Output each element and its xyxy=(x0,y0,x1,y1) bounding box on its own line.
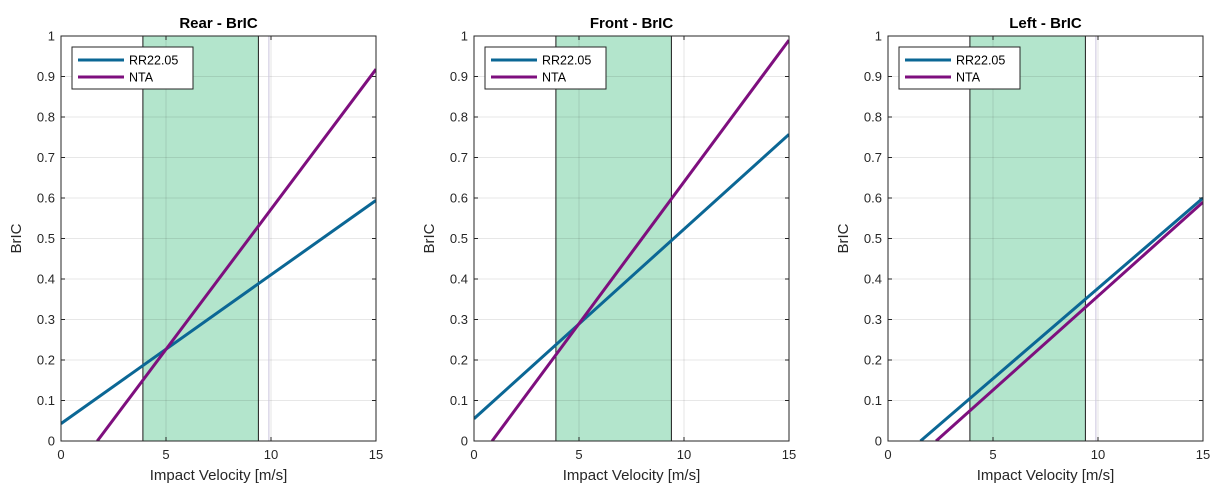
y-tick-label: 0 xyxy=(875,434,882,449)
legend-box xyxy=(898,46,1021,90)
y-tick-label: 1 xyxy=(461,29,468,44)
legend-label: NTA xyxy=(956,71,981,85)
x-tick-label: 0 xyxy=(470,447,477,462)
y-tick-label: 0.8 xyxy=(450,110,468,125)
legend-label: NTA xyxy=(129,71,154,85)
x-tick-label: 15 xyxy=(369,447,383,462)
y-axis-label: BrIC xyxy=(8,223,25,253)
shaded-region xyxy=(142,36,259,441)
series-line-nta xyxy=(96,68,376,441)
y-axis-label: BrIC xyxy=(835,223,852,253)
y-tick-label: 0.7 xyxy=(864,150,882,165)
y-tick-label: 0.1 xyxy=(864,393,882,408)
legend-box xyxy=(71,46,194,90)
y-tick-label: 0.3 xyxy=(37,312,55,327)
shaded-region xyxy=(555,36,672,441)
legend: RR22.05 NTA xyxy=(71,46,194,90)
x-tick-label: 10 xyxy=(677,447,691,462)
legend-label: RR22.05 xyxy=(956,54,1005,68)
y-tick-label: 0 xyxy=(48,434,55,449)
chart-panel-3: 00.10.20.30.40.50.60.70.80.910 5 10 15Left … xyxy=(835,15,1210,484)
y-tick-label: 1 xyxy=(48,29,55,44)
y-tick-label: 0.5 xyxy=(864,231,882,246)
y-tick-label: 0.2 xyxy=(37,353,55,368)
legend-label: RR22.05 xyxy=(129,54,178,68)
x-axis-label: Impact Velocity [m/s] xyxy=(150,467,288,484)
x-tick-label: 5 xyxy=(162,447,169,462)
y-tick-label: 0.8 xyxy=(37,110,55,125)
x-tick-label: 5 xyxy=(989,447,996,462)
y-tick-label: 0.7 xyxy=(37,150,55,165)
y-tick-label: 0.4 xyxy=(864,272,882,287)
y-tick-label: 0.2 xyxy=(450,353,468,368)
x-tick-label: 10 xyxy=(264,447,278,462)
x-axis-label: Impact Velocity [m/s] xyxy=(563,467,701,484)
x-tick-label: 0 xyxy=(57,447,64,462)
chart-title: Rear - BrIC xyxy=(179,15,258,32)
chart-panel-2: 00.10.20.30.40.50.60.70.80.910 5 10 15Front… xyxy=(421,15,796,484)
shaded-region xyxy=(969,36,1086,441)
x-tick-label: 15 xyxy=(1196,447,1210,462)
x-tick-label: 0 xyxy=(884,447,891,462)
series-line-rr22-05 xyxy=(61,199,376,425)
y-tick-label: 1 xyxy=(875,29,882,44)
chart-panel-1: 00.10.20.30.40.50.60.70.80.910 5 10 15Rear … xyxy=(8,15,383,484)
y-tick-label: 0.9 xyxy=(450,69,468,84)
legend-label: RR22.05 xyxy=(542,54,591,68)
y-tick-label: 0.2 xyxy=(864,353,882,368)
y-tick-label: 0 xyxy=(461,434,468,449)
y-axis-label: BrIC xyxy=(421,223,438,253)
y-tick-label: 0.5 xyxy=(450,231,468,246)
y-tick-label: 0.1 xyxy=(37,393,55,408)
y-tick-label: 0.4 xyxy=(37,272,55,287)
series-line-rr22-05 xyxy=(919,196,1203,441)
x-tick-label: 5 xyxy=(575,447,582,462)
y-tick-label: 0.6 xyxy=(37,191,55,206)
y-tick-label: 0.3 xyxy=(450,312,468,327)
y-tick-label: 0.1 xyxy=(450,393,468,408)
y-tick-label: 0.8 xyxy=(864,110,882,125)
y-tick-label: 0.5 xyxy=(37,231,55,246)
legend: RR22.05 NTA xyxy=(898,46,1021,90)
y-tick-label: 0.6 xyxy=(864,191,882,206)
chart-title: Left - BrIC xyxy=(1009,15,1082,32)
y-tick-label: 0.9 xyxy=(864,69,882,84)
y-tick-label: 0.4 xyxy=(450,272,468,287)
legend-label: NTA xyxy=(542,71,567,85)
chart-title: Front - BrIC xyxy=(590,15,673,32)
y-tick-label: 0.3 xyxy=(864,312,882,327)
legend-box xyxy=(484,46,607,90)
x-tick-label: 10 xyxy=(1091,447,1105,462)
y-tick-label: 0.6 xyxy=(450,191,468,206)
y-tick-label: 0.7 xyxy=(450,150,468,165)
y-tick-label: 0.9 xyxy=(37,69,55,84)
x-axis-label: Impact Velocity [m/s] xyxy=(977,467,1115,484)
series-line-nta xyxy=(490,39,789,441)
legend: RR22.05 NTA xyxy=(484,46,607,90)
series-line-nta xyxy=(935,200,1203,441)
series-line-rr22-05 xyxy=(474,133,789,420)
x-tick-label: 15 xyxy=(782,447,796,462)
